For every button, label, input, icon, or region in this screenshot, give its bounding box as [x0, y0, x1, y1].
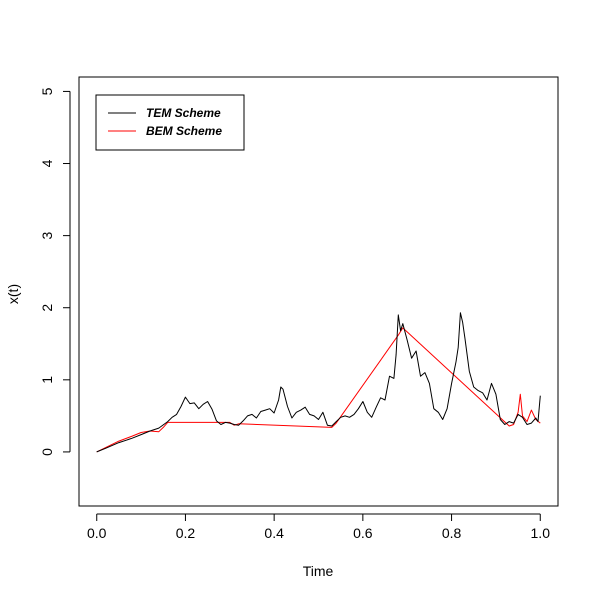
series-line-bem-scheme	[96, 327, 541, 453]
x-tick-label: 0.6	[353, 525, 373, 541]
y-tick-label: 5	[39, 87, 55, 95]
x-tick-label: 0.0	[87, 525, 107, 541]
axes-layer: 0.0 0.2 0.4 0.6 0.8 1.0 0 1 2 3 4 5	[39, 87, 550, 541]
series-layer	[96, 312, 541, 453]
x-tick-label: 0.8	[442, 525, 462, 541]
y-tick-label: 2	[39, 304, 55, 312]
x-axis-label: Time	[303, 563, 334, 579]
y-tick-label: 1	[39, 376, 55, 384]
y-tick-label: 4	[39, 159, 55, 167]
legend-label: TEM Scheme	[146, 106, 221, 120]
x-tick-label: 0.4	[264, 525, 284, 541]
series-line-tem-scheme	[96, 312, 541, 453]
plot-frame	[78, 76, 559, 507]
x-tick-label: 0.2	[176, 525, 196, 541]
y-tick-label: 0	[39, 448, 55, 456]
legend: TEM Scheme BEM Scheme	[95, 94, 245, 151]
y-axis-label: x(t)	[5, 284, 21, 304]
y-tick-label: 3	[39, 232, 55, 240]
legend-label: BEM Scheme	[146, 124, 222, 138]
plot-frame-layer	[78, 76, 559, 507]
x-tick-label: 1.0	[531, 525, 551, 541]
legend-box	[95, 94, 245, 151]
